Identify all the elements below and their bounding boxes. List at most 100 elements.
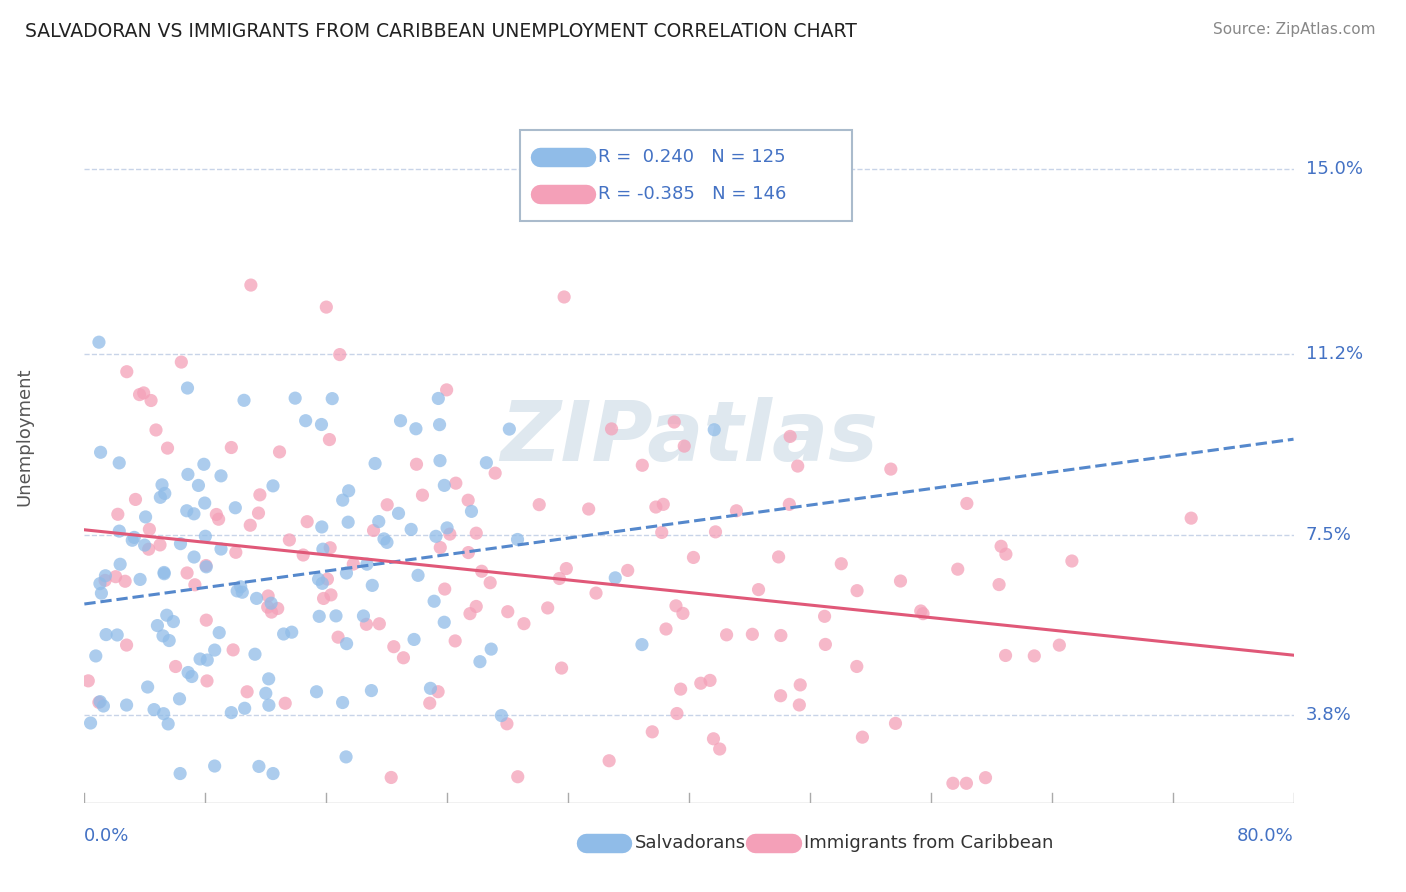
Point	[427, 392, 450, 406]
Point	[402, 632, 425, 647]
Point	[332, 493, 354, 508]
Point	[308, 609, 330, 624]
Point	[231, 585, 253, 599]
Point	[389, 414, 412, 428]
Point	[177, 665, 200, 680]
Point	[149, 538, 172, 552]
Point	[153, 486, 176, 500]
Text: 0.0%: 0.0%	[84, 827, 129, 846]
Point	[180, 669, 202, 683]
Point	[157, 633, 180, 648]
Point	[433, 478, 456, 492]
Point	[169, 536, 191, 550]
Point	[195, 673, 218, 688]
Point	[550, 661, 572, 675]
Point	[204, 643, 226, 657]
Point	[631, 458, 654, 473]
Point	[956, 496, 979, 510]
Point	[1180, 511, 1202, 525]
Point	[257, 698, 280, 713]
Point	[169, 691, 191, 706]
Point	[479, 642, 502, 657]
Point	[786, 458, 808, 473]
Point	[703, 423, 725, 437]
Point	[239, 518, 262, 533]
Point	[789, 698, 811, 712]
Point	[247, 759, 270, 773]
Text: R = -0.385   N = 146: R = -0.385 N = 146	[599, 185, 786, 202]
Text: 80.0%: 80.0%	[1237, 827, 1294, 846]
Point	[108, 524, 131, 538]
Point	[631, 638, 654, 652]
Point	[108, 558, 131, 572]
Text: 15.0%: 15.0%	[1306, 160, 1362, 178]
Point	[208, 625, 231, 640]
Point	[689, 676, 711, 690]
Point	[889, 574, 911, 588]
Point	[444, 634, 467, 648]
Point	[233, 701, 256, 715]
Text: ZIPatlas: ZIPatlas	[501, 397, 877, 477]
Point	[778, 497, 800, 511]
Text: SALVADORAN VS IMMIGRANTS FROM CARIBBEAN UNEMPLOYMENT CORRELATION CHART: SALVADORAN VS IMMIGRANTS FROM CARIBBEAN …	[25, 22, 858, 41]
Point	[353, 609, 375, 624]
Point	[382, 640, 405, 654]
Point	[84, 648, 107, 663]
Point	[90, 586, 112, 600]
Point	[194, 529, 217, 543]
Text: 7.5%: 7.5%	[1306, 525, 1351, 543]
Point	[311, 417, 333, 432]
Point	[170, 355, 193, 369]
Point	[665, 599, 688, 613]
Point	[152, 629, 174, 643]
Point	[375, 535, 398, 549]
Point	[249, 488, 271, 502]
Point	[295, 515, 318, 529]
Point	[280, 625, 302, 640]
Point	[325, 608, 347, 623]
Point	[585, 586, 607, 600]
Point	[108, 456, 131, 470]
Point	[498, 422, 520, 436]
Point	[436, 383, 458, 397]
Point	[423, 594, 446, 608]
Point	[222, 643, 245, 657]
Point	[789, 678, 811, 692]
Point	[292, 548, 315, 562]
Point	[644, 500, 666, 514]
Point	[156, 608, 179, 623]
Point	[77, 673, 100, 688]
Point	[136, 680, 159, 694]
Point	[429, 453, 451, 467]
Point	[194, 496, 217, 510]
Point	[356, 557, 378, 571]
Point	[598, 754, 620, 768]
Point	[880, 462, 903, 476]
Point	[165, 659, 187, 673]
Point	[506, 770, 529, 784]
Point	[221, 706, 243, 720]
Point	[209, 542, 232, 557]
Point	[225, 545, 247, 559]
Point	[851, 730, 873, 744]
Point	[479, 575, 502, 590]
Point	[94, 568, 117, 582]
Point	[243, 647, 266, 661]
Point	[236, 685, 259, 699]
Point	[195, 653, 218, 667]
Point	[460, 504, 482, 518]
Point	[405, 422, 427, 436]
Point	[195, 613, 218, 627]
Point	[651, 525, 673, 540]
Point	[153, 566, 176, 580]
Point	[1060, 554, 1083, 568]
Point	[725, 504, 748, 518]
Point	[93, 699, 115, 714]
Point	[274, 696, 297, 710]
Point	[537, 601, 560, 615]
Point	[260, 596, 283, 610]
Point	[769, 628, 792, 642]
Point	[337, 515, 360, 529]
Point	[955, 776, 977, 790]
Point	[846, 583, 869, 598]
